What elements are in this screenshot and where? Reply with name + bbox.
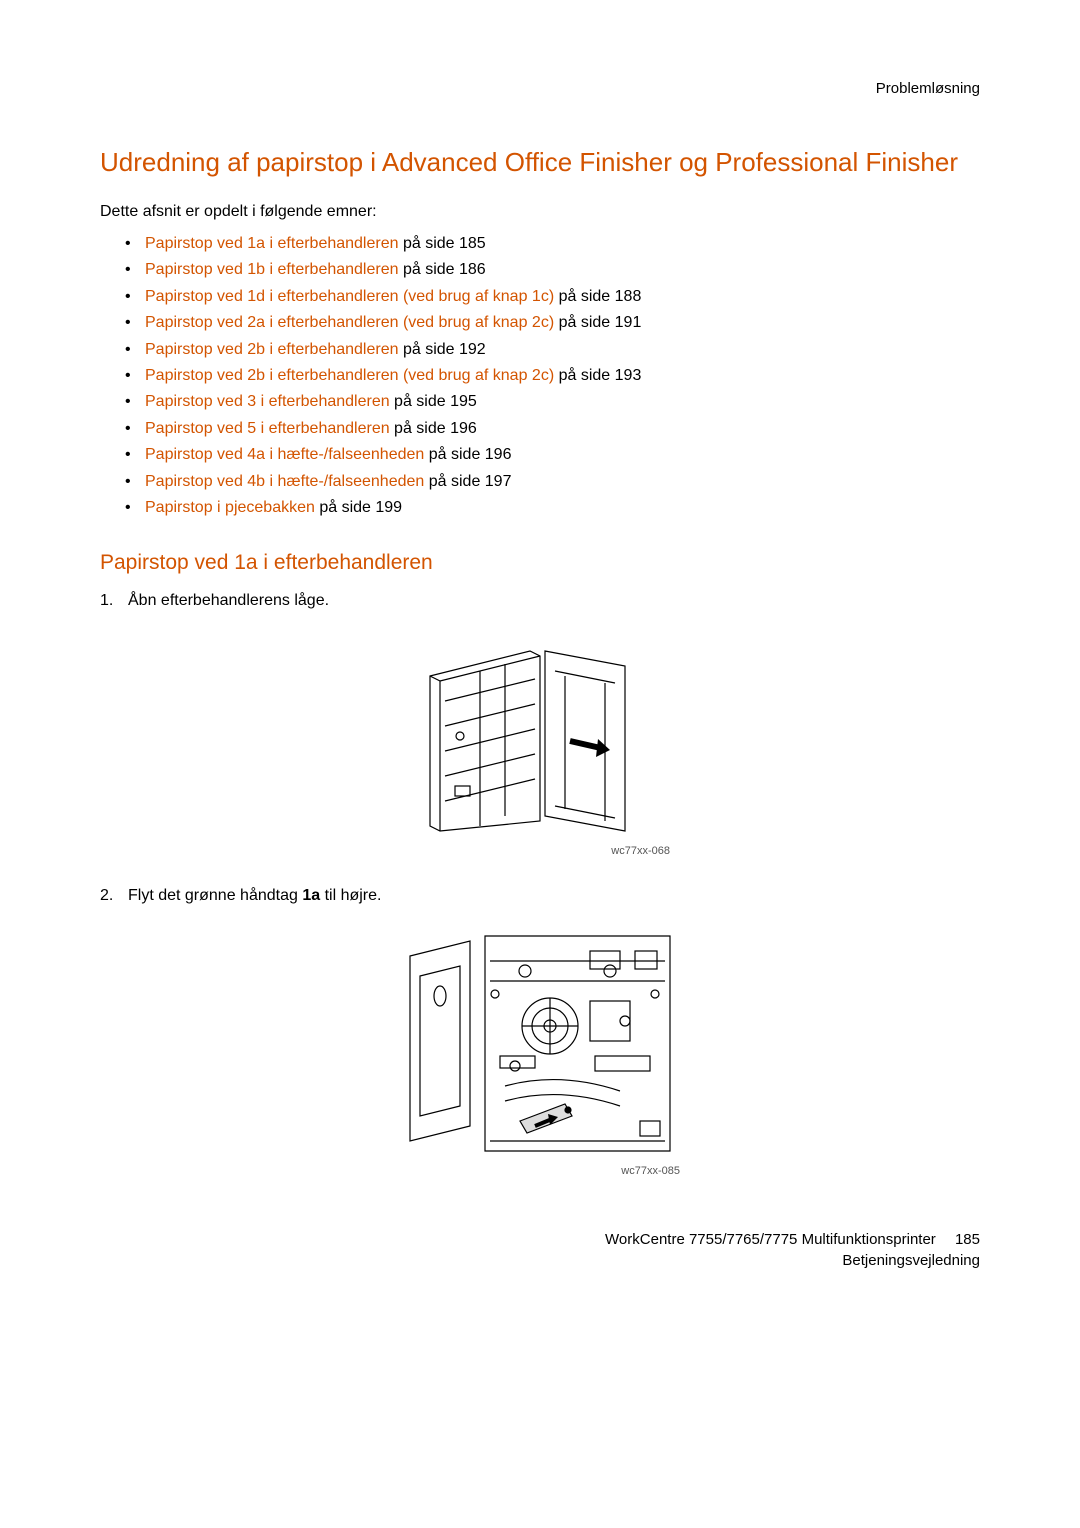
sub-heading: Papirstop ved 1a i efterbehandleren	[100, 551, 980, 575]
toc-item: Papirstop ved 2a i efterbehandleren (ved…	[125, 310, 980, 336]
footer-product: WorkCentre 7755/7765/7775 Multifunktions…	[605, 1231, 936, 1248]
toc-link[interactable]: Papirstop ved 3 i efterbehandleren	[145, 393, 390, 410]
toc-suffix: på side 195	[390, 393, 477, 410]
toc-suffix: på side 188	[554, 288, 641, 305]
toc-link[interactable]: Papirstop ved 1d i efterbehandleren (ved…	[145, 288, 554, 305]
toc-item: Papirstop ved 5 i efterbehandleren på si…	[125, 416, 980, 442]
step-text: Åbn efterbehandlerens låge.	[128, 592, 329, 609]
toc-suffix: på side 196	[424, 446, 511, 463]
figure-1-label: wc77xx-068	[410, 845, 670, 857]
intro-text: Dette afsnit er opdelt i følgende emner:	[100, 203, 980, 221]
page-number: 185	[955, 1231, 980, 1248]
toc-suffix: på side 197	[424, 473, 511, 490]
step-text-bold: 1a	[302, 887, 320, 904]
printer-door-diagram-icon	[410, 631, 670, 841]
figure-2-label: wc77xx-085	[390, 1165, 690, 1177]
toc-link[interactable]: Papirstop i pjecebakken	[145, 499, 315, 516]
toc-link[interactable]: Papirstop ved 4a i hæfte-/falseenheden	[145, 446, 424, 463]
toc-suffix: på side 192	[399, 341, 486, 358]
toc-link[interactable]: Papirstop ved 5 i efterbehandleren	[145, 420, 390, 437]
toc-item: Papirstop ved 4b i hæfte-/falseenheden p…	[125, 469, 980, 495]
figure-1-container: wc77xx-068	[100, 631, 980, 859]
step-list-2: 2. Flyt det grønne håndtag 1a til højre.	[100, 884, 980, 908]
step-list: 1. Åbn efterbehandlerens låge.	[100, 589, 980, 613]
figure-2: wc77xx-085	[390, 926, 690, 1177]
toc-item: Papirstop ved 1b i efterbehandleren på s…	[125, 257, 980, 283]
main-title: Udredning af papirstop i Advanced Office…	[100, 147, 980, 178]
toc-link[interactable]: Papirstop ved 1a i efterbehandleren	[145, 235, 399, 252]
toc-item: Papirstop ved 2b i efterbehandleren (ved…	[125, 363, 980, 389]
footer: WorkCentre 7755/7765/7775 Multifunktions…	[100, 1229, 980, 1271]
footer-line2: Betjeningsvejledning	[100, 1250, 980, 1271]
toc-suffix: på side 199	[315, 499, 402, 516]
toc-item: Papirstop ved 2b i efterbehandleren på s…	[125, 337, 980, 363]
step-number: 2.	[100, 884, 113, 908]
toc-link[interactable]: Papirstop ved 2a i efterbehandleren (ved…	[145, 314, 554, 331]
toc-item: Papirstop ved 1d i efterbehandleren (ved…	[125, 284, 980, 310]
step-text-before: Flyt det grønne håndtag	[128, 887, 302, 904]
toc-link[interactable]: Papirstop ved 2b i efterbehandleren	[145, 341, 399, 358]
toc-item: Papirstop ved 1a i efterbehandleren på s…	[125, 231, 980, 257]
toc-suffix: på side 185	[399, 235, 486, 252]
figure-2-container: wc77xx-085	[100, 926, 980, 1179]
toc-suffix: på side 196	[390, 420, 477, 437]
toc-list: Papirstop ved 1a i efterbehandleren på s…	[100, 231, 980, 521]
handle-1a-diagram-icon	[390, 926, 690, 1161]
figure-1: wc77xx-068	[410, 631, 670, 857]
step-2: 2. Flyt det grønne håndtag 1a til højre.	[100, 884, 980, 908]
toc-suffix: på side 193	[554, 367, 641, 384]
toc-link[interactable]: Papirstop ved 4b i hæfte-/falseenheden	[145, 473, 424, 490]
toc-item: Papirstop ved 3 i efterbehandleren på si…	[125, 389, 980, 415]
toc-link[interactable]: Papirstop ved 1b i efterbehandleren	[145, 261, 399, 278]
step-1: 1. Åbn efterbehandlerens låge.	[100, 589, 980, 613]
toc-link[interactable]: Papirstop ved 2b i efterbehandleren (ved…	[145, 367, 554, 384]
toc-suffix: på side 191	[554, 314, 641, 331]
footer-line1: WorkCentre 7755/7765/7775 Multifunktions…	[100, 1229, 980, 1250]
step-number: 1.	[100, 589, 113, 613]
toc-item: Papirstop i pjecebakken på side 199	[125, 495, 980, 521]
step-text-after: til højre.	[320, 887, 381, 904]
toc-suffix: på side 186	[399, 261, 486, 278]
toc-item: Papirstop ved 4a i hæfte-/falseenheden p…	[125, 442, 980, 468]
header-section-label: Problemløsning	[100, 80, 980, 97]
